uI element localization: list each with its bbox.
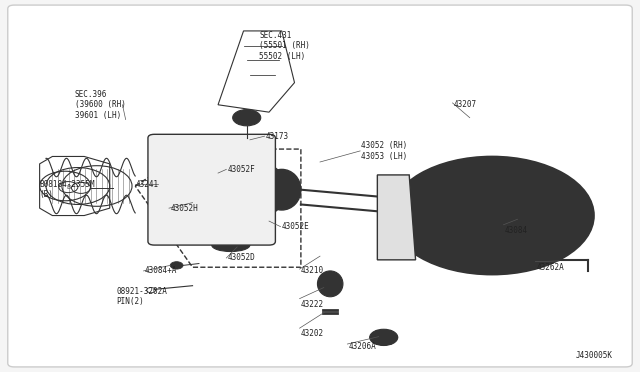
Polygon shape xyxy=(378,175,415,260)
Circle shape xyxy=(450,222,463,229)
Circle shape xyxy=(463,206,495,225)
Text: 43084+A: 43084+A xyxy=(145,266,177,275)
Text: 43241: 43241 xyxy=(135,180,158,189)
Circle shape xyxy=(370,329,397,346)
Circle shape xyxy=(170,262,183,269)
Ellipse shape xyxy=(317,271,343,297)
Ellipse shape xyxy=(212,238,250,251)
Text: 43206A: 43206A xyxy=(349,342,376,351)
FancyBboxPatch shape xyxy=(148,134,275,245)
Circle shape xyxy=(502,212,515,219)
Text: 43052H: 43052H xyxy=(170,203,198,213)
Circle shape xyxy=(450,202,463,209)
Circle shape xyxy=(482,196,495,203)
Circle shape xyxy=(198,163,213,172)
Circle shape xyxy=(390,157,594,275)
FancyBboxPatch shape xyxy=(8,5,632,367)
Text: 43084: 43084 xyxy=(505,226,528,235)
Ellipse shape xyxy=(262,169,301,210)
Text: SEC.396
(39600 (RH)
39601 (LH): SEC.396 (39600 (RH) 39601 (LH) xyxy=(75,90,125,120)
Text: B08184-2355M
(B): B08184-2355M (B) xyxy=(40,180,95,199)
Circle shape xyxy=(259,172,274,181)
Text: 43052D: 43052D xyxy=(228,253,255,263)
Text: 43202: 43202 xyxy=(301,329,324,338)
Circle shape xyxy=(181,198,196,207)
Text: 43210: 43210 xyxy=(301,266,324,275)
Circle shape xyxy=(233,110,260,126)
Circle shape xyxy=(482,228,495,235)
Circle shape xyxy=(243,208,257,217)
Text: 43052E: 43052E xyxy=(282,222,310,231)
Text: 43262A: 43262A xyxy=(537,263,564,272)
Circle shape xyxy=(428,186,531,245)
Text: 43222: 43222 xyxy=(301,300,324,309)
Text: 43052 (RH)
43053 (LH): 43052 (RH) 43053 (LH) xyxy=(362,141,408,161)
Text: 43173: 43173 xyxy=(266,132,289,141)
Text: B: B xyxy=(66,185,70,190)
Text: J430005K: J430005K xyxy=(576,351,613,360)
Text: 43207: 43207 xyxy=(454,100,477,109)
Text: SEC.431
(55501 (RH)
55502 (LH): SEC.431 (55501 (RH) 55502 (LH) xyxy=(259,31,310,61)
Text: 08921-3202A
PIN(2): 08921-3202A PIN(2) xyxy=(116,287,167,307)
Circle shape xyxy=(526,217,554,233)
Circle shape xyxy=(202,175,253,205)
Circle shape xyxy=(167,155,288,225)
Text: 43052F: 43052F xyxy=(228,165,255,174)
